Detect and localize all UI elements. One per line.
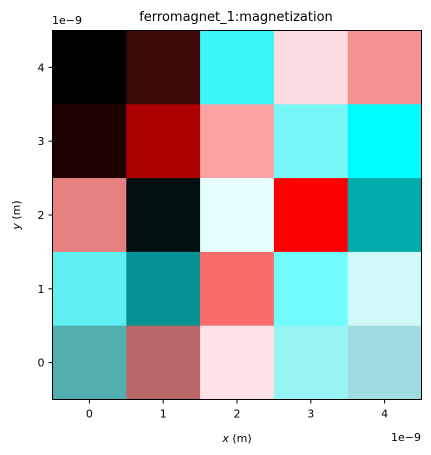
heatmap-cell <box>200 30 275 105</box>
chart-title: ferromagnet_1:magnetization <box>139 10 333 25</box>
heatmap-cell <box>273 325 348 400</box>
heatmap-cell <box>347 325 422 400</box>
heatmap-cells <box>52 30 422 400</box>
x-tick-label: 1 <box>160 408 167 421</box>
y-tick-label: 1 <box>38 283 45 296</box>
x-tick-label: 4 <box>381 408 388 421</box>
x-axis-label: x (m) <box>221 432 251 445</box>
y-axis-offset-text: 1e−9 <box>52 14 82 27</box>
heatmap-cell <box>200 325 275 400</box>
x-axis-ticks: 0 1 2 3 4 <box>86 399 388 421</box>
heatmap-cell <box>126 30 201 105</box>
heatmap-cell <box>200 251 275 326</box>
y-axis-label: y (m) <box>10 200 23 230</box>
x-tick-label: 0 <box>86 408 93 421</box>
heatmap-cell <box>200 104 275 179</box>
y-axis-ticks: 0 1 2 3 4 <box>38 61 53 370</box>
heatmap-cell <box>126 325 201 400</box>
heatmap-cell <box>273 30 348 105</box>
heatmap-cell <box>347 104 422 179</box>
heatmap-cell <box>52 251 127 326</box>
heatmap-cell <box>52 30 127 105</box>
y-tick-label: 0 <box>38 357 45 370</box>
y-tick-label: 2 <box>38 209 45 222</box>
heatmap-cell <box>347 30 422 105</box>
heatmap-cell <box>273 251 348 326</box>
y-tick-label: 4 <box>38 61 45 74</box>
y-tick-label: 3 <box>38 135 45 148</box>
heatmap-cell <box>52 178 127 253</box>
heatmap-cell <box>126 251 201 326</box>
heatmap-cell <box>347 251 422 326</box>
heatmap-cell <box>126 178 201 253</box>
x-tick-label: 2 <box>234 408 241 421</box>
heatmap-cell <box>52 104 127 179</box>
heatmap-cell <box>347 178 422 253</box>
x-axis-offset-text: 1e−9 <box>391 431 421 444</box>
heatmap-cell <box>200 178 275 253</box>
heatmap-cell <box>52 325 127 400</box>
heatmap-cell <box>126 104 201 179</box>
x-tick-label: 3 <box>307 408 314 421</box>
heatmap-cell <box>273 178 348 253</box>
heatmap-cell <box>273 104 348 179</box>
